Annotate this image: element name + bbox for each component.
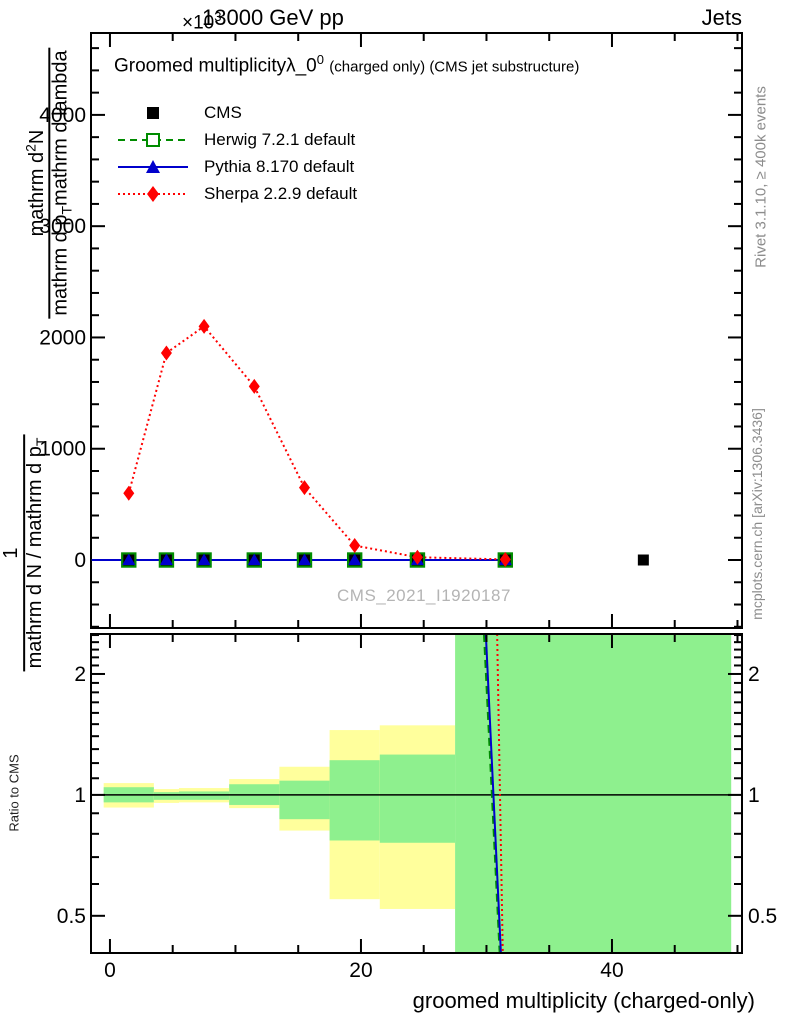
ratio-line (484, 633, 502, 954)
plot-title: Groomed multiplicityλ_00 (charged only) … (114, 52, 579, 77)
ratio-y-tick-label-left: 2 (74, 663, 86, 686)
legend-item-sherpa: Sherpa 2.2.9 default (116, 180, 357, 207)
plot-title-lambda-sup: 0 (316, 52, 324, 67)
plot-title-main: Groomed multiplicity (114, 55, 287, 77)
data-marker (248, 378, 260, 394)
axis-ticks (91, 33, 742, 953)
main-panel-frame (90, 32, 743, 629)
sherpa-marker-icon (118, 185, 188, 202)
y-axis-multiplier: ×103 (182, 9, 222, 34)
data-marker (247, 553, 261, 566)
legend-label: Herwig 7.2.1 default (204, 129, 356, 149)
analysis-id-watermark: CMS_2021_I1920187 (337, 586, 511, 605)
y-axis-upper-denominator: mathrm d pTmathrm d lambda (48, 47, 75, 319)
green-band-bin (455, 634, 732, 953)
x-tick-label: 0 (104, 959, 116, 982)
herwig-marker-icon (118, 132, 188, 147)
data-marker (122, 553, 136, 566)
main-y-tick-label: 1000 (39, 438, 86, 461)
mcplots-arxiv-note: mcplots.cern.ch [arXiv:1306.3436] (749, 408, 765, 620)
data-marker (348, 553, 362, 566)
legend-item-cms: CMS (116, 99, 357, 126)
y-axis-label-lower-fraction: 1 mathrm d N / mathrm d pT (0, 434, 49, 672)
main-y-tick-label: 4000 (39, 104, 86, 127)
ratio-axis-label: Ratio to CMS (6, 754, 22, 832)
data-marker (499, 551, 511, 567)
main-y-tick-label: 3000 (39, 215, 86, 238)
ratio-uncertainty-bands (103, 634, 732, 953)
legend-item-pythia: Pythia 8.170 default (116, 153, 357, 180)
green-band-bin (153, 792, 179, 800)
ratio-model-lines (482, 633, 504, 954)
data-marker (159, 553, 173, 566)
y-axis-label-upper-fraction: mathrm d2N mathrm d pTmathrm d lambda (22, 47, 75, 319)
analysis-group-label: Jets (701, 5, 742, 30)
x-tick-label: 40 (600, 959, 623, 982)
y-axis-upper-numerator: mathrm d2N (22, 129, 48, 237)
cms-marker-icon (147, 106, 159, 119)
ratio-y-tick-label-left: 1 (74, 784, 86, 807)
main-y-tick-label: 0 (74, 549, 86, 572)
legend-label: Sherpa 2.2.9 default (204, 183, 358, 203)
ratio-panel-frame (90, 633, 743, 954)
ratio-y-tick-label-left: 0.5 (57, 905, 86, 928)
plot-title-lambda: λ_0 (286, 55, 317, 77)
main-y-tick-label: 2000 (39, 326, 86, 349)
data-marker (298, 480, 310, 496)
data-marker (197, 553, 211, 566)
data-marker (411, 549, 423, 565)
ratio-line (496, 633, 504, 954)
x-axis-label: groomed multiplicity (charged-only) (412, 988, 755, 1013)
pythia-marker-icon (118, 159, 188, 173)
ratio-y-tick-label-right: 2 (748, 663, 760, 686)
y-axis-lower-denominator: mathrm d N / mathrm d pT (22, 434, 49, 672)
data-marker (637, 554, 649, 566)
data-marker (160, 345, 172, 361)
y-axis-lower-numerator: 1 (0, 547, 23, 559)
ratio-y-tick-label-right: 0.5 (748, 905, 777, 928)
ratio-y-tick-label-right: 1 (748, 784, 760, 807)
y-axis-multiplier-exponent: 3 (214, 9, 222, 24)
series-markers (121, 318, 649, 568)
green-band-bin (329, 760, 380, 841)
green-band-bin (379, 754, 456, 843)
data-marker (297, 553, 311, 566)
legend-item-herwig: Herwig 7.2.1 default (116, 126, 357, 153)
data-marker (198, 318, 210, 334)
beam-energy-label: 13000 GeV pp (202, 5, 344, 30)
legend: CMS Herwig 7.2.1 default Pythia 8.170 de… (116, 99, 357, 207)
ratio-line (482, 633, 501, 954)
legend-label: CMS (204, 102, 242, 122)
x-tick-label: 20 (349, 959, 372, 982)
rivet-version-note: Rivet 3.1.10, ≥ 400k events (752, 86, 770, 268)
data-marker (123, 485, 135, 501)
legend-label: Pythia 8.170 default (204, 156, 355, 176)
data-marker (349, 538, 361, 554)
series-line-sherpa (127, 324, 506, 561)
plot-title-suffix: (charged only) (CMS jet substructure) (329, 58, 580, 76)
green-band-bin (279, 780, 330, 820)
